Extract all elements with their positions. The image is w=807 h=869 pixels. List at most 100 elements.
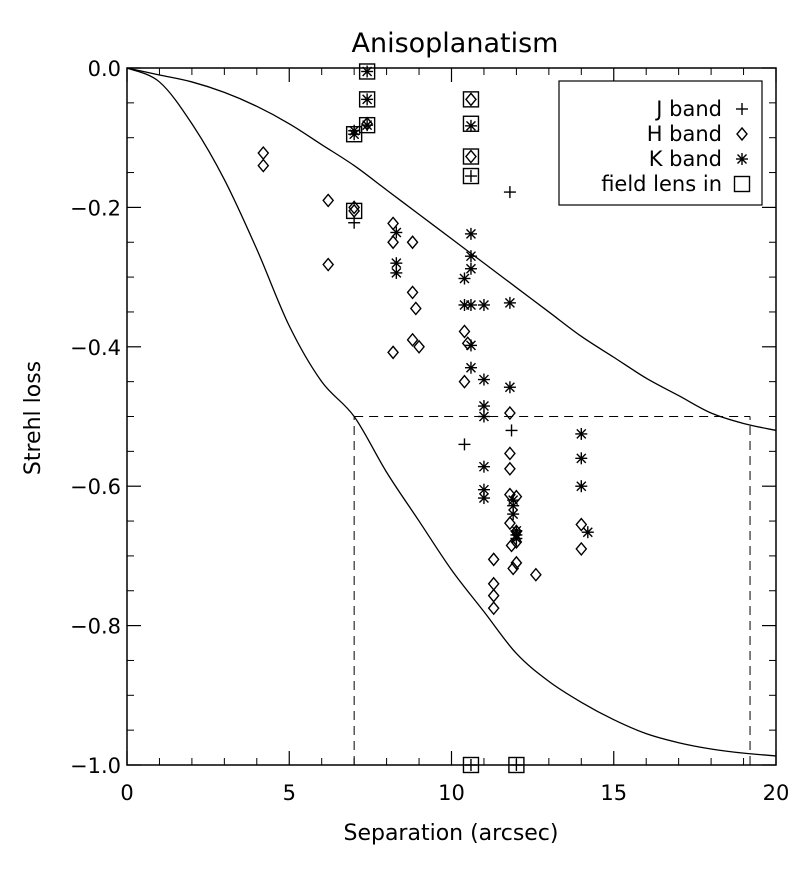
field-lens-in-point [462, 756, 480, 774]
k-band-point [464, 250, 477, 263]
k-band-point [575, 452, 588, 465]
h-band-point [465, 92, 477, 107]
y-tick-label: 0.0 [88, 57, 121, 81]
y-axis-label: Strehl loss [21, 361, 46, 475]
k-band-point [390, 226, 403, 239]
h-band-point [322, 193, 335, 208]
h-band-point [406, 235, 419, 250]
k-band-point [464, 361, 477, 374]
h-band-point [503, 446, 516, 461]
model-curve [126, 67, 777, 757]
y-tick-label: −0.8 [70, 615, 121, 639]
k-band-point [510, 532, 523, 545]
h-band-point [503, 405, 516, 421]
k-band-point [575, 480, 588, 493]
j-band-point [503, 186, 516, 199]
h-band-point [529, 567, 542, 582]
h-band-point [322, 257, 335, 272]
data-points [257, 63, 594, 774]
legend-box [558, 80, 763, 206]
chart-title: Anisoplanatism [352, 28, 559, 59]
j-band-point [464, 170, 477, 183]
h-band-point [510, 555, 523, 570]
j-band-point [505, 424, 518, 437]
h-band-point [575, 541, 588, 557]
h-band-point [406, 332, 419, 347]
h-band-point [505, 538, 518, 553]
field-lens-in-point [462, 167, 480, 185]
k-band-point [575, 427, 588, 440]
k-band-point [464, 227, 477, 240]
h-band-point [575, 517, 588, 532]
h-band-point [458, 324, 471, 339]
legend-label: J band [654, 97, 722, 121]
h-band-point [413, 339, 425, 354]
x-tick-label: 10 [438, 781, 465, 805]
h-band-point [409, 301, 422, 316]
k-band-point [503, 381, 516, 394]
field-lens-in-point [508, 756, 525, 774]
field-lens-in-point [358, 63, 376, 80]
x-tick-label: 5 [283, 781, 296, 805]
x-tick-label: 0 [120, 781, 133, 805]
x-axis-label: Separation (arcsec) [343, 821, 558, 846]
h-band-point [458, 374, 471, 389]
h-band-point [348, 203, 361, 218]
k-band-point [477, 400, 490, 413]
model-curve [126, 67, 777, 432]
h-band-legend-marker [736, 126, 748, 142]
model-curves [126, 67, 777, 757]
field-lens-in-point [345, 126, 363, 143]
k-band-point [458, 298, 471, 311]
field-lens-in-point [462, 148, 480, 165]
k-band-point [507, 508, 520, 521]
k-band-point [348, 128, 361, 141]
k-band-point [477, 460, 490, 473]
h-band-point [257, 158, 270, 173]
field-lens-in-point [462, 115, 480, 132]
h-band-point [465, 149, 477, 164]
k-band-point [581, 526, 594, 539]
y-tick-label: −0.4 [70, 336, 121, 360]
j-band-point [458, 438, 471, 451]
x-tick-label: 20 [763, 781, 790, 805]
legend-label: H band [647, 122, 722, 146]
k-band-point [503, 296, 516, 309]
field-lens-in-point [358, 116, 376, 134]
reference-lines [353, 416, 751, 765]
h-band-point [487, 552, 500, 567]
h-band-point [503, 516, 516, 531]
h-band-point [487, 601, 500, 616]
h-band-point [387, 345, 400, 360]
k-band-legend-marker [736, 153, 748, 165]
h-band-point [507, 561, 520, 576]
k-band-point [477, 483, 490, 496]
k-band-point [361, 119, 374, 132]
field-lens-in-point [358, 91, 376, 108]
field-lens-in-point [345, 202, 363, 220]
field-lens-in-point [462, 91, 480, 108]
k-band-point [390, 266, 403, 279]
h-band-point [406, 285, 419, 300]
k-band-point [477, 492, 490, 505]
k-band-point [477, 410, 490, 423]
k-band-point [477, 373, 490, 386]
h-band-point [487, 576, 500, 591]
legend-label: field lens in [601, 172, 722, 196]
axes: 0 5 10 15 20 0.0 −0.2 −0.4 −0.6 −0.8 −1.0 [70, 57, 789, 805]
h-band-point [348, 200, 361, 215]
h-band-point [487, 588, 500, 603]
y-tick-label: −1.0 [70, 754, 121, 778]
h-band-point [510, 534, 523, 550]
j-band-legend-marker [736, 103, 748, 115]
k-band-point [458, 272, 471, 285]
h-band-point [503, 461, 516, 476]
k-band-point [464, 262, 477, 275]
x-tick-label: 15 [600, 781, 627, 805]
k-band-point [464, 339, 477, 352]
field-lens-in-legend-marker [733, 175, 751, 193]
k-band-point [361, 93, 374, 106]
h-band-point [387, 235, 400, 250]
